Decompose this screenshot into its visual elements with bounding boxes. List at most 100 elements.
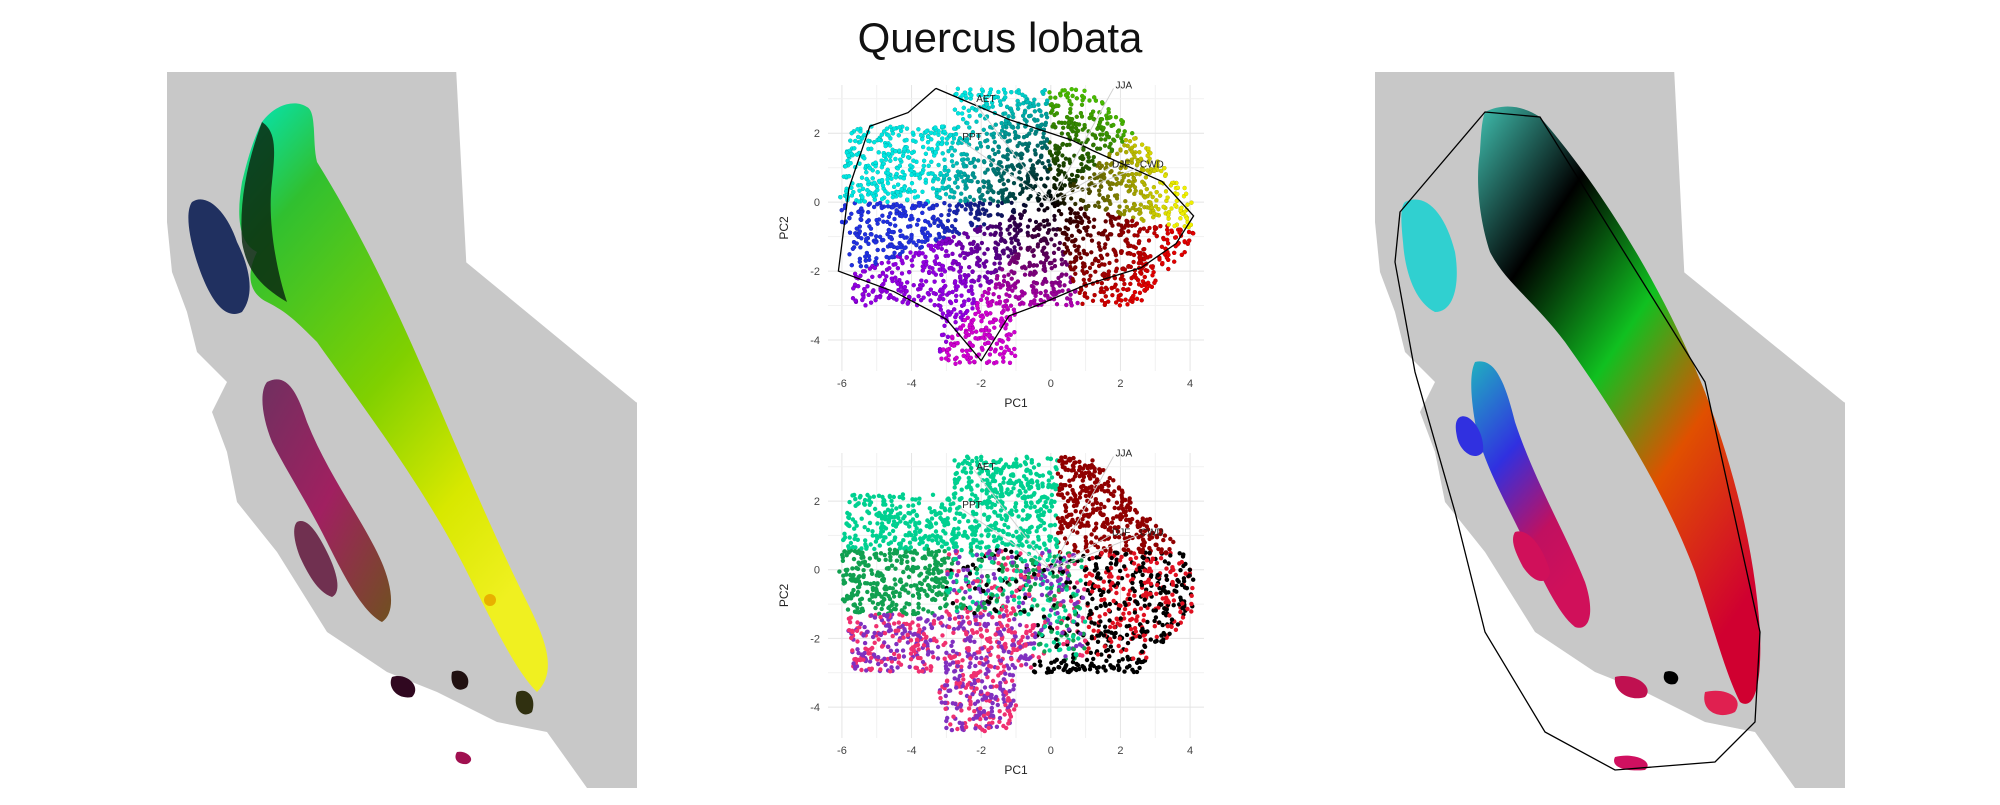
data-point <box>881 184 885 188</box>
data-point <box>1140 217 1144 221</box>
data-point <box>1043 165 1047 169</box>
data-point <box>910 181 914 185</box>
data-point <box>969 221 973 225</box>
data-point <box>1025 149 1029 153</box>
data-point <box>1006 179 1010 183</box>
data-point <box>967 289 971 293</box>
data-point <box>892 185 896 189</box>
data-point <box>1187 239 1191 243</box>
data-point <box>968 161 972 165</box>
data-point <box>989 163 993 167</box>
data-point <box>1060 131 1064 135</box>
data-point <box>881 220 885 224</box>
data-point <box>1012 308 1016 312</box>
data-point <box>1049 261 1053 265</box>
data-point <box>861 269 865 273</box>
data-point <box>1132 260 1136 264</box>
data-point <box>1025 134 1029 138</box>
data-point <box>977 310 981 314</box>
data-point <box>966 175 970 179</box>
data-point <box>851 190 855 194</box>
data-point <box>874 164 878 168</box>
data-point <box>920 245 924 249</box>
data-point <box>909 235 913 239</box>
data-point <box>994 360 998 364</box>
data-point <box>1149 264 1153 268</box>
data-point <box>1140 284 1144 288</box>
data-point <box>1011 192 1015 196</box>
data-point <box>1000 267 1004 271</box>
data-point <box>926 140 930 144</box>
data-point <box>1009 304 1013 308</box>
data-point <box>1138 291 1142 295</box>
data-point <box>934 237 938 241</box>
data-point <box>1054 103 1058 107</box>
data-point <box>1065 237 1069 241</box>
data-point <box>954 313 958 317</box>
data-point <box>1135 222 1139 226</box>
data-point <box>1083 123 1087 127</box>
data-point <box>948 208 952 212</box>
data-point <box>1074 249 1078 253</box>
data-point <box>941 180 945 184</box>
data-point <box>927 270 931 274</box>
data-point <box>982 252 986 256</box>
data-point <box>1115 288 1119 292</box>
data-point <box>983 171 987 175</box>
data-point <box>986 145 990 149</box>
data-point <box>1057 290 1061 294</box>
data-point <box>1081 166 1085 170</box>
data-point <box>954 92 958 96</box>
data-point <box>1068 159 1072 163</box>
data-point <box>987 341 991 345</box>
data-point <box>1152 211 1156 215</box>
data-point <box>989 87 993 91</box>
data-point <box>944 238 948 242</box>
data-point <box>1058 241 1062 245</box>
data-point <box>890 205 894 209</box>
data-point <box>943 284 947 288</box>
data-point <box>953 148 957 152</box>
data-point <box>1061 126 1065 130</box>
data-point <box>969 202 973 206</box>
data-point <box>953 218 957 222</box>
data-point <box>953 108 957 112</box>
data-point <box>1003 326 1007 330</box>
data-point <box>1166 241 1170 245</box>
data-point <box>1073 272 1077 276</box>
data-point <box>1012 330 1016 334</box>
data-point <box>1010 201 1014 205</box>
data-point <box>1104 294 1108 298</box>
data-point <box>929 244 933 248</box>
data-point <box>1121 230 1125 234</box>
data-point <box>1043 123 1047 127</box>
data-point <box>868 267 872 271</box>
data-point <box>981 294 985 298</box>
data-point <box>931 206 935 210</box>
data-point <box>1014 234 1018 238</box>
data-point <box>848 139 852 143</box>
data-point <box>1099 137 1103 141</box>
data-point <box>981 207 985 211</box>
data-point <box>934 254 938 258</box>
data-point <box>857 189 861 193</box>
data-point <box>1045 206 1049 210</box>
data-point <box>1003 200 1007 204</box>
data-point <box>1155 190 1159 194</box>
data-point <box>885 177 889 181</box>
data-point <box>975 304 979 308</box>
data-point <box>956 141 960 145</box>
data-point <box>1113 285 1117 289</box>
data-point <box>880 197 884 201</box>
data-point <box>1075 122 1079 126</box>
data-point <box>917 250 921 254</box>
data-point <box>986 190 990 194</box>
data-point <box>893 262 897 266</box>
data-point <box>856 135 860 139</box>
data-point <box>921 268 925 272</box>
data-point <box>900 214 904 218</box>
data-point <box>1166 196 1170 200</box>
data-point <box>1173 224 1177 228</box>
data-point <box>893 224 897 228</box>
data-point <box>905 289 909 293</box>
